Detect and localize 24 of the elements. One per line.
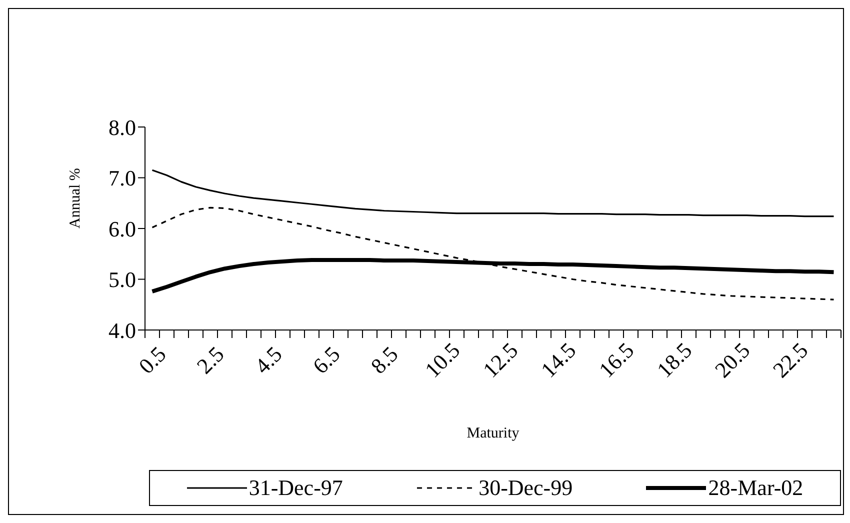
legend-label: 31-Dec-97 — [248, 475, 343, 501]
x-tick-label: 18.5 — [652, 338, 697, 382]
x-tick-label: 2.5 — [192, 341, 229, 379]
y-tick-label: 7.0 — [108, 166, 136, 191]
x-axis-title: Maturity — [466, 426, 520, 442]
legend-label: 28-Mar-02 — [708, 475, 804, 501]
x-tick-label: 14.5 — [536, 338, 581, 382]
y-tick-label: 8.0 — [108, 114, 136, 140]
legend-label: 30-Dec-99 — [478, 475, 573, 501]
x-tick-label: 6.5 — [308, 341, 345, 379]
x-tick-label: 8.5 — [366, 341, 403, 379]
line-series — [151, 206, 835, 300]
x-tick-label: 22.5 — [768, 338, 813, 382]
x-tick-label: 20.5 — [710, 338, 755, 382]
x-tick-label: 10.5 — [420, 338, 465, 382]
x-tick-label: 12.5 — [478, 338, 523, 382]
y-tick-label: 4.0 — [108, 318, 136, 343]
y-tick-label: 5.0 — [108, 267, 136, 292]
y-tick-label: 6.0 — [108, 216, 136, 242]
x-tick-label: 0.5 — [134, 341, 171, 379]
line-series — [151, 169, 835, 218]
x-tick-label: 16.5 — [594, 338, 639, 382]
y-axis-title: Annual % — [67, 168, 84, 228]
x-tick-label: 4.5 — [250, 341, 287, 379]
